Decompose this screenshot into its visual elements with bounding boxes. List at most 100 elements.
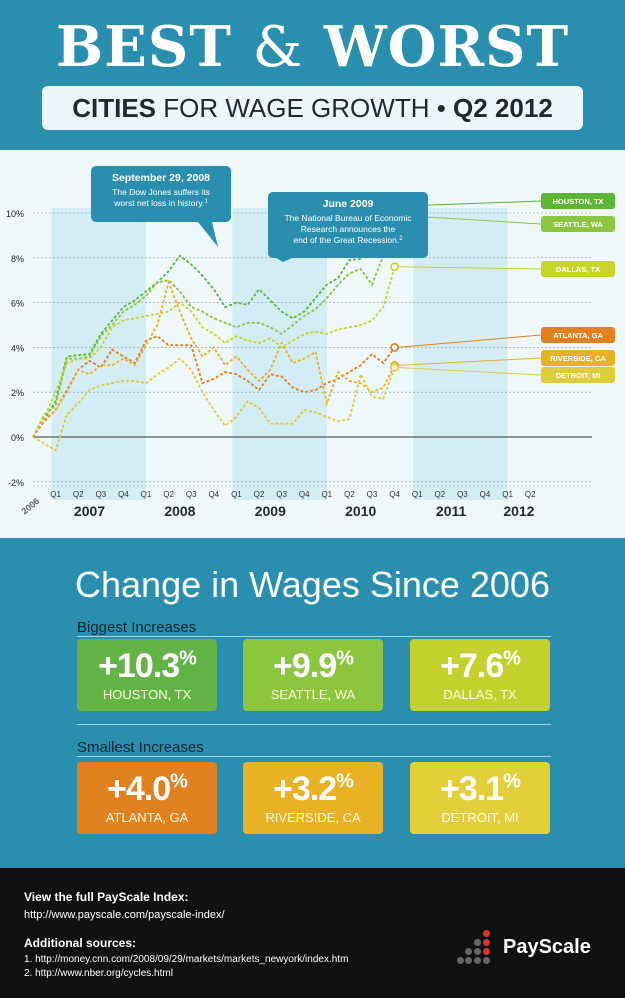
annotation-pointer bbox=[276, 258, 292, 262]
year-band bbox=[413, 208, 508, 500]
annotation-box bbox=[268, 192, 428, 258]
quarter-tick-label: Q4 bbox=[118, 490, 129, 499]
series-name-label: HOUSTON, TX bbox=[552, 197, 603, 206]
wages-title: Change in Wages Since 2006 bbox=[75, 564, 550, 605]
series-name-label: RIVERSIDE, CA bbox=[550, 354, 606, 363]
line-chart-svg: -2% 0% 2% 4% 6% 8% 10% 2006 Q1 Q2 Q3 Q4 Q1 Q2 Q3 Q4 Q1 Q2… bbox=[6, 166, 615, 519]
wage-growth-chart: -2% 0% 2% 4% 6% 8% 10% 2006 Q1 Q2 Q3 Q4 Q1 Q2 Q3 Q4 Q1 Q2… bbox=[0, 150, 625, 538]
subtitle-period: Q2 2012 bbox=[453, 93, 553, 123]
quarter-tick-label: Q4 bbox=[389, 490, 400, 499]
source-link-1[interactable]: 1. http://money.cnn.com/2008/09/29/marke… bbox=[24, 954, 349, 965]
smallest-divider bbox=[77, 756, 551, 757]
series-name-label: DETROIT, MI bbox=[556, 371, 601, 380]
quarter-tick-label: Q1 bbox=[231, 490, 242, 499]
increase-card-seattle: +9.9% SEATTLE, WA bbox=[243, 639, 383, 711]
annotation-box bbox=[91, 166, 231, 222]
quarter-tick-label: Q2 bbox=[434, 490, 445, 499]
annotation-text: The National Bureau of Economic bbox=[284, 213, 412, 223]
increase-card-houston: +10.3% HOUSTON, TX bbox=[77, 639, 217, 711]
card-percent: +3.2% bbox=[273, 770, 354, 808]
series-line-dallas bbox=[32, 266, 396, 438]
wage-change-section: Change in Wages Since 2006 Biggest Incre… bbox=[0, 538, 625, 868]
quarter-tick-label: Q4 bbox=[299, 490, 310, 499]
subtitle-rest: FOR WAGE GROWTH • bbox=[156, 93, 454, 123]
x-start-label: 2006 bbox=[20, 496, 42, 517]
card-city: ATLANTA, GA bbox=[105, 810, 189, 825]
card-city: DETROIT, MI bbox=[441, 810, 519, 825]
series-end-point-dallas bbox=[390, 262, 400, 272]
quarter-tick-label: Q3 bbox=[457, 490, 468, 499]
series-name-label: SEATTLE, WA bbox=[553, 220, 603, 229]
series-tag-houston bbox=[541, 193, 615, 209]
logo-text: PayScale bbox=[503, 936, 591, 958]
series-tag-riverside bbox=[541, 350, 615, 366]
series-end-point-atlanta bbox=[390, 342, 400, 352]
card-percent: +3.1% bbox=[440, 770, 521, 808]
series-line-detroit bbox=[32, 357, 396, 452]
quarter-tick-label: Q1 bbox=[50, 490, 61, 499]
annotation-text: end of the Great Recession.2 bbox=[293, 235, 403, 245]
series-name-label: DALLAS, TX bbox=[556, 265, 600, 274]
year-label: 2009 bbox=[255, 503, 286, 519]
increase-card-atlanta: +4.0% ATLANTA, GA bbox=[77, 762, 217, 834]
card-city: RIVERSIDE, CA bbox=[265, 810, 361, 825]
logo-dots-icon bbox=[457, 930, 497, 970]
series-line-seattle bbox=[32, 214, 396, 438]
title-ampersand: & bbox=[252, 15, 304, 80]
quarter-tick-label: Q3 bbox=[186, 490, 197, 499]
quarter-tick-label: Q3 bbox=[95, 490, 106, 499]
annotation-pointer bbox=[198, 222, 218, 247]
section-divider bbox=[77, 724, 551, 725]
y-tick-label: 6% bbox=[11, 299, 24, 309]
sources-heading: Additional sources: bbox=[24, 936, 137, 950]
card-percent: +10.3% bbox=[98, 647, 197, 685]
label-leader-atlanta bbox=[397, 334, 542, 348]
footer: View the full PayScale Index: http://www… bbox=[0, 868, 625, 998]
increase-card-riverside: +3.2% RIVERSIDE, CA bbox=[243, 762, 383, 834]
quarter-tick-label: Q2 bbox=[254, 490, 265, 499]
page-title: BEST & WORST bbox=[0, 14, 625, 80]
series-end-point-detroit bbox=[390, 363, 400, 372]
quarter-tick-label: Q1 bbox=[321, 490, 332, 499]
smallest-increases-label: Smallest Increases bbox=[77, 739, 204, 756]
annotation-title: September 29, 2008 bbox=[112, 172, 210, 184]
card-percent: +9.9% bbox=[273, 647, 354, 685]
index-link[interactable]: http://www.payscale.com/payscale-index/ bbox=[24, 909, 225, 921]
quarter-tick-label: Q2 bbox=[73, 490, 84, 499]
year-label: 2011 bbox=[436, 503, 467, 519]
quarter-tick-label: Q1 bbox=[502, 490, 513, 499]
quarter-tick-label: Q2 bbox=[163, 490, 174, 499]
title-best: BEST bbox=[55, 14, 232, 80]
quarter-tick-label: Q4 bbox=[208, 490, 219, 499]
annotation-title: June 2009 bbox=[323, 198, 374, 210]
y-tick-label: 8% bbox=[11, 254, 24, 264]
source-link-2[interactable]: 2. http://www.nber.org/cycles.html bbox=[24, 968, 173, 979]
series-tag-atlanta bbox=[541, 327, 615, 343]
y-tick-label: -2% bbox=[8, 478, 24, 488]
year-label: 2007 bbox=[74, 503, 105, 519]
card-percent: +4.0% bbox=[107, 770, 188, 808]
annotation-text: Research announces the bbox=[301, 224, 396, 234]
y-tick-label: 4% bbox=[11, 343, 24, 353]
title-worst: WORST bbox=[323, 14, 570, 80]
card-city: DALLAS, TX bbox=[443, 687, 517, 702]
subtitle-cities: CITIES bbox=[72, 93, 157, 123]
biggest-divider bbox=[77, 636, 551, 637]
year-label: 2012 bbox=[503, 503, 534, 519]
subtitle-banner: CITIES FOR WAGE GROWTH • Q2 2012 bbox=[42, 86, 583, 130]
quarter-tick-label: Q2 bbox=[344, 490, 355, 499]
quarter-tick-label: Q2 bbox=[525, 490, 536, 499]
card-percent: +7.6% bbox=[440, 647, 521, 685]
quarter-tick-label: Q3 bbox=[276, 490, 287, 499]
increase-card-detroit: +3.1% DETROIT, MI bbox=[410, 762, 550, 834]
series-tag-detroit bbox=[541, 367, 615, 383]
card-city: SEATTLE, WA bbox=[270, 687, 356, 702]
annotation-text: worst net loss in history.1 bbox=[113, 198, 208, 208]
year-label: 2010 bbox=[345, 503, 376, 519]
payscale-logo: PayScale bbox=[457, 924, 607, 974]
series-line-houston bbox=[32, 205, 396, 438]
annotation-text: The Dow Jones suffers its bbox=[112, 187, 210, 197]
y-tick-label: 10% bbox=[6, 209, 24, 219]
quarter-tick-label: Q1 bbox=[141, 490, 152, 499]
series-line-riverside bbox=[32, 279, 396, 438]
